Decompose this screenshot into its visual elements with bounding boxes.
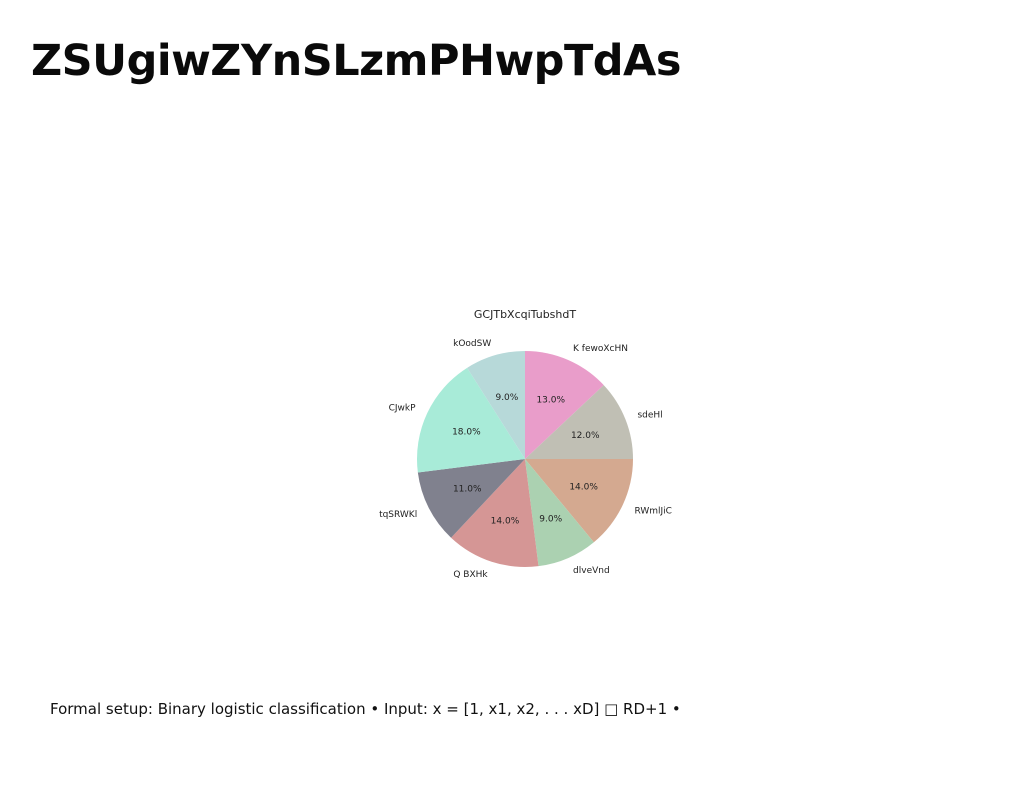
pie-slice	[525, 351, 604, 459]
pie-slice	[417, 459, 525, 538]
slice-percent-label: 12.0%	[571, 431, 600, 441]
slice-percent-label: 14.0%	[569, 483, 598, 493]
pie-slice	[525, 459, 594, 567]
slice-percent-label: 13.0%	[536, 396, 565, 406]
slice-category-label: CJwkP	[389, 403, 417, 413]
slice-category-label: RWmlJiC	[634, 507, 672, 517]
slice-category-label: K fewoXcHN	[573, 344, 628, 354]
pie-slice	[525, 459, 633, 543]
pie-labels: 13.0% K fewoXcHN 12.0% sdeHl 14.0% RWmlJiC 9.0…	[379, 339, 672, 580]
slice-percent-label: 18.0%	[452, 427, 481, 437]
slice-category-label: Q BXHk	[453, 570, 488, 580]
pie-slice	[451, 459, 539, 567]
slice-category-label: kOodSW	[453, 339, 491, 349]
slice-category-label: sdeHl	[637, 410, 662, 420]
chart-title: GCJTbXcqiTubshdT	[474, 308, 576, 321]
slice-category-label: dlveVnd	[573, 566, 610, 576]
slice-percent-label: 14.0%	[491, 517, 520, 527]
pie-chart: GCJTbXcqiTubshdT 13.0% K fewoXcHN 12.0% sde…	[360, 300, 680, 600]
slide-title: ZSUgiwZYnSLzmPHwpTdAs	[31, 36, 681, 86]
slice-percent-label: 9.0%	[495, 393, 518, 403]
pie-slice	[525, 385, 633, 459]
pie-slice	[417, 367, 525, 473]
pie-chart-svg: GCJTbXcqiTubshdT 13.0% K fewoXcHN 12.0% sde…	[379, 308, 672, 580]
slide-caption: Formal setup: Binary logistic classifica…	[50, 700, 681, 718]
pie-slices	[417, 351, 633, 567]
slice-percent-label: 11.0%	[453, 484, 482, 494]
slice-category-label: tqSRWKl	[379, 510, 417, 520]
pie-slice	[467, 351, 525, 459]
slice-percent-label: 9.0%	[539, 514, 562, 524]
